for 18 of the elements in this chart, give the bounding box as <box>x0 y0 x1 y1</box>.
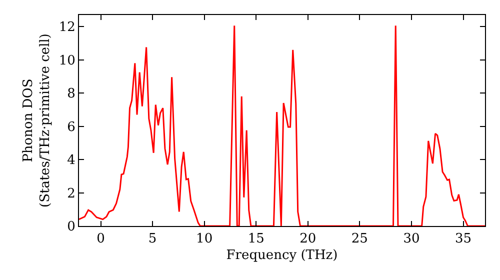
x-tick-label: 10 <box>196 232 213 247</box>
line-series <box>79 24 485 226</box>
x-tick-label: 35 <box>454 232 472 247</box>
y-tick-label: 10 <box>58 53 76 68</box>
y-tick-label: 12 <box>58 20 76 36</box>
x-tick-label: 20 <box>300 232 316 247</box>
x-tick-label: 25 <box>351 232 368 247</box>
x-tick-label: 0 <box>96 232 105 247</box>
y-tick-label: 2 <box>67 186 76 202</box>
x-tick-label: 30 <box>403 232 420 247</box>
x-axis-title: Frequency (THz) <box>226 248 338 264</box>
y-tick-label: 6 <box>67 120 76 135</box>
x-tick-label: 15 <box>248 232 264 247</box>
y-tick-label: 4 <box>67 153 76 168</box>
y-tick-label: 0 <box>67 220 76 235</box>
y-axis-title: Phonon DOS (States/THz·primitive cell) <box>20 33 53 208</box>
y-tick-label: 8 <box>67 86 76 102</box>
x-tick-label: 5 <box>148 232 157 247</box>
